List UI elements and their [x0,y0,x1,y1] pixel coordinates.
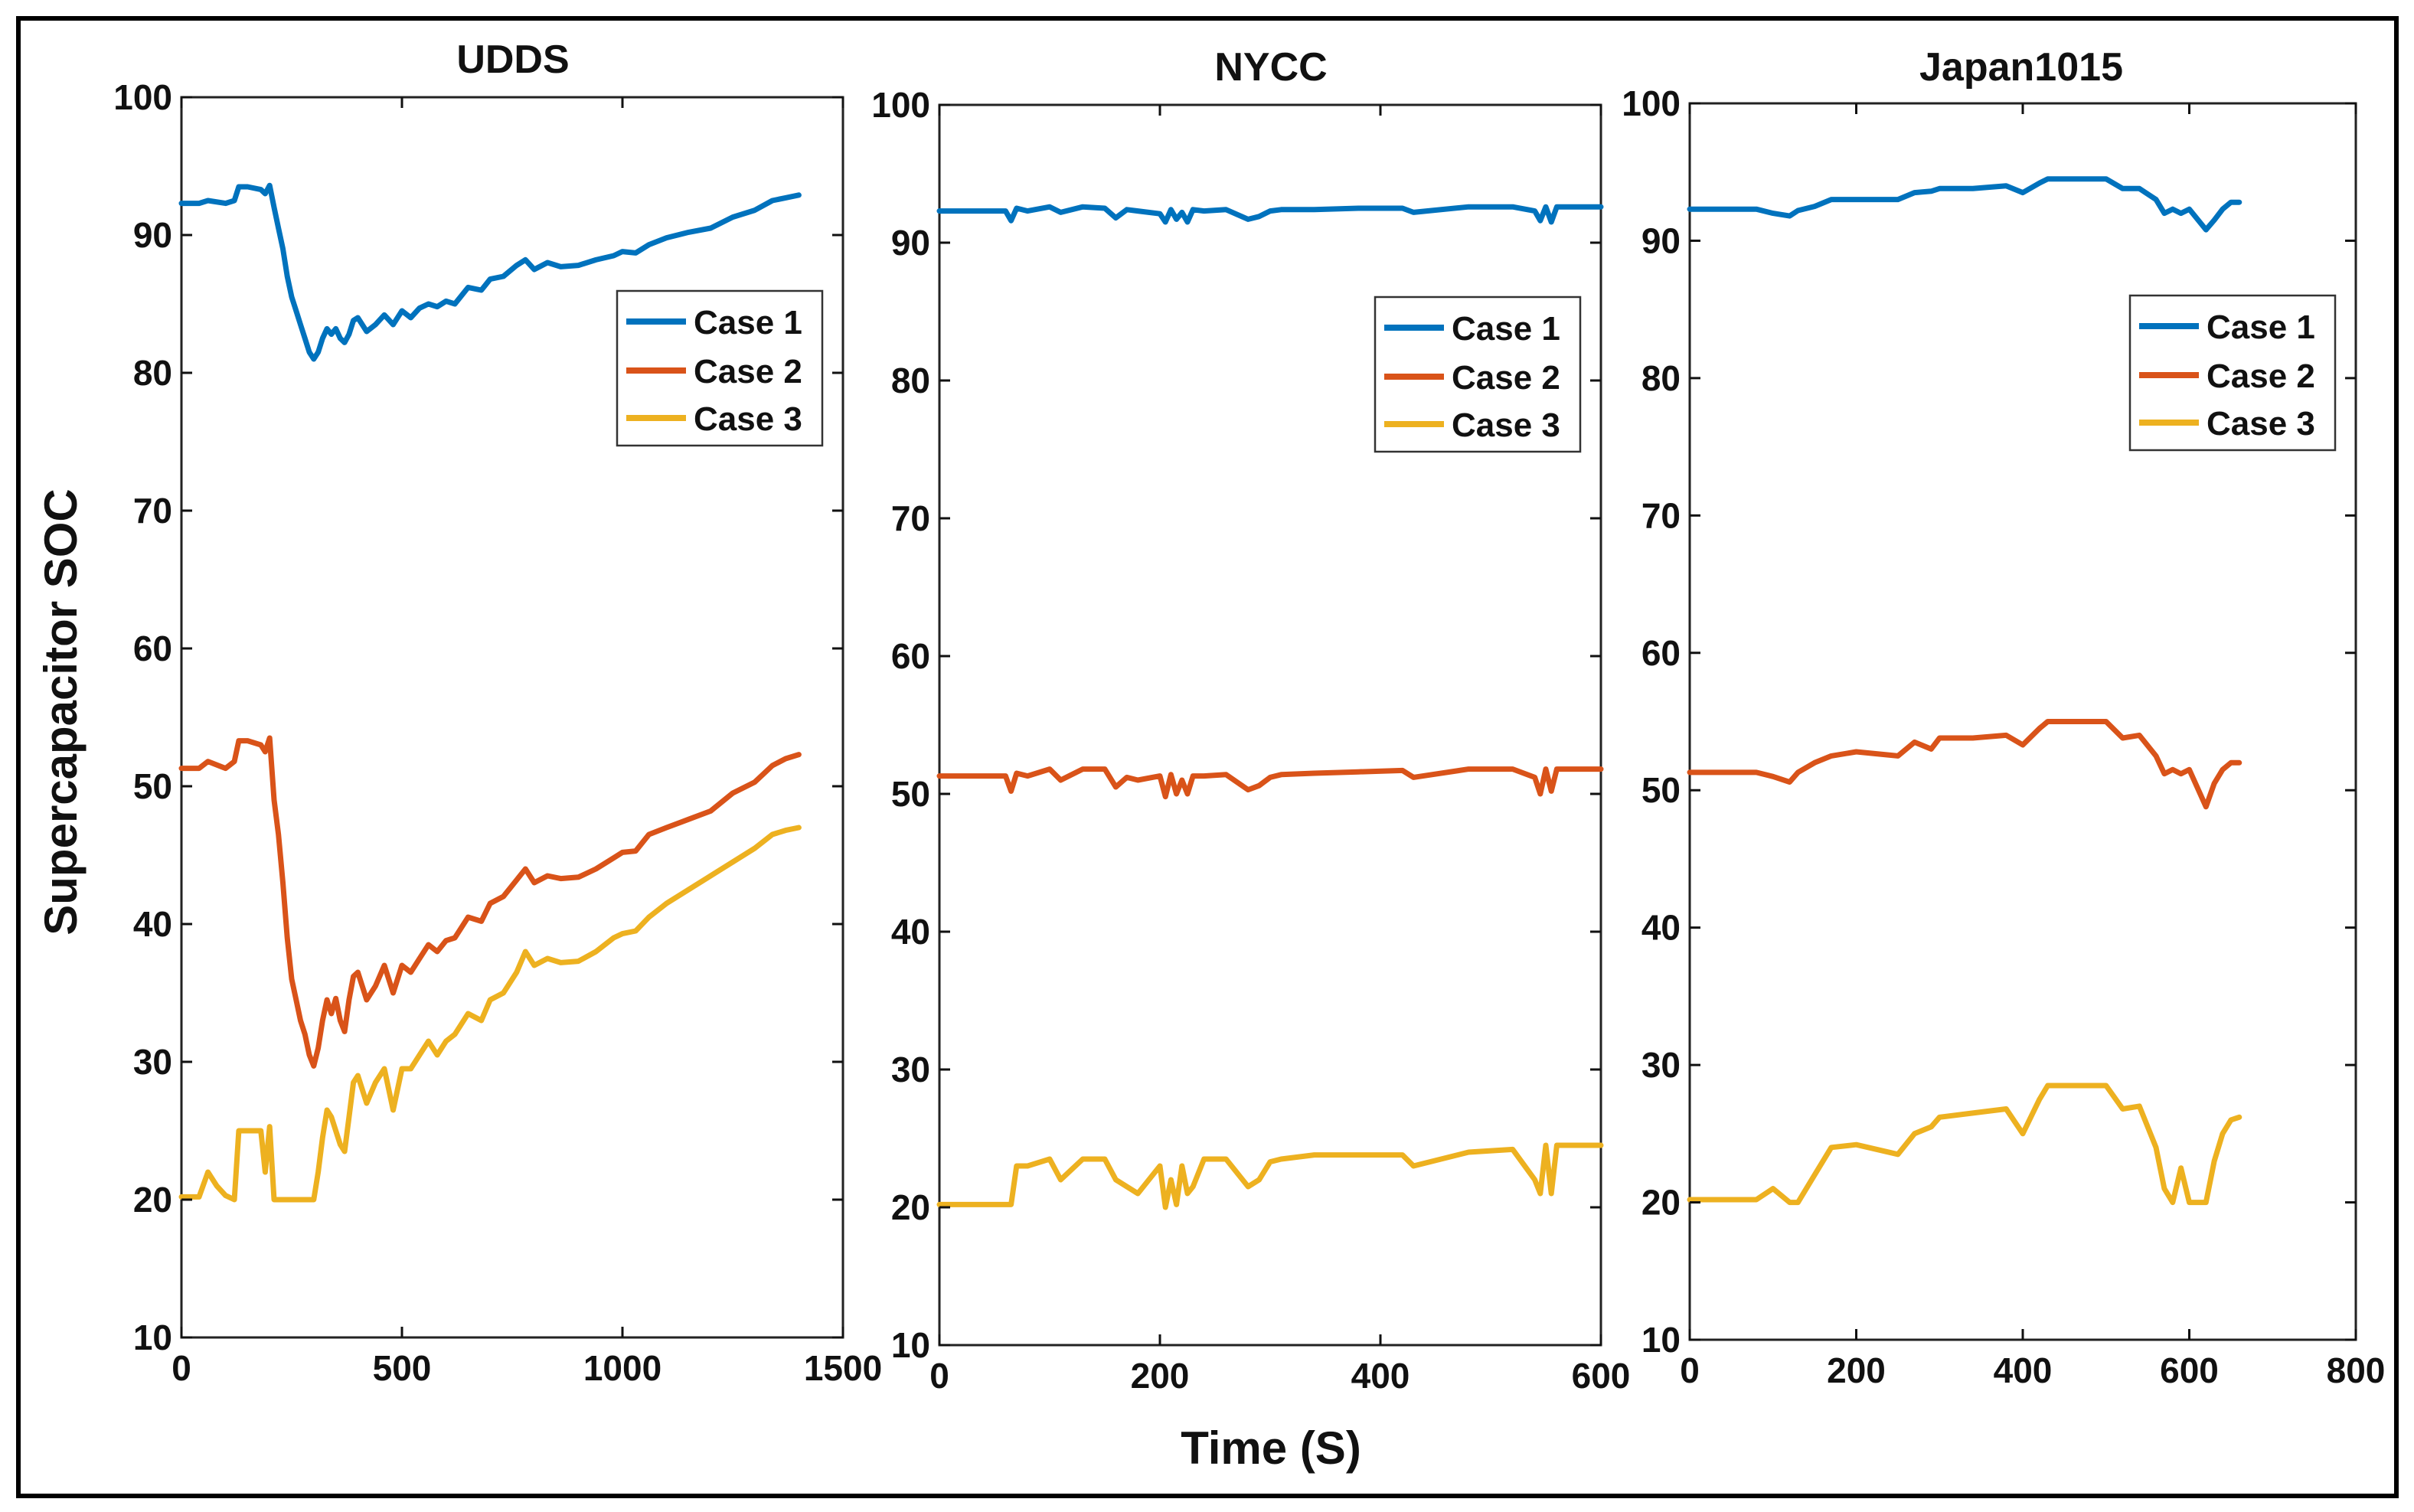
japan1015-legend-label-case3: Case 3 [2207,405,2315,442]
japan1015-title: Japan1015 [1919,45,2123,90]
nycc-ytick-label: 90 [891,223,930,263]
nycc-ytick-label: 50 [891,774,930,814]
japan1015-ytick-label: 30 [1641,1045,1681,1085]
udds-plot-area [180,96,844,1339]
udds-series-case3-line [178,825,802,1203]
japan1015-ytick-label: 80 [1641,358,1681,398]
udds-xtick-label: 1500 [804,1348,882,1388]
udds-ytick-label: 30 [133,1042,172,1082]
nycc-xtick-label: 400 [1351,1356,1410,1396]
japan1015-ytick-label: 20 [1641,1183,1681,1223]
japan1015-ytick-label: 50 [1641,770,1681,810]
nycc-series-case2-line [936,766,1604,800]
japan1015-legend-label-case2: Case 2 [2207,358,2315,395]
figure-ylabel: Supercapacitor SOC [35,488,87,936]
udds-legend-label-case1: Case 1 [694,304,802,341]
udds-ytick-label: 70 [133,491,172,531]
udds-xtick-label: 0 [171,1348,191,1388]
nycc-legend-label-case2: Case 2 [1452,359,1560,397]
nycc-ytick-label: 80 [891,361,930,400]
figure-xlabel: Time (S) [1181,1422,1361,1474]
udds-ytick-label: 90 [133,215,172,255]
nycc-ytick-label: 20 [891,1187,930,1227]
japan1015-plot-area [1688,102,2357,1341]
nycc-panel: NYCC 10 20 30 40 50 60 70 80 90 100 0 200 400 600 Cas… [871,45,1630,1396]
nycc-legend: Case 1 Case 2 Case 3 [1374,296,1582,453]
udds-ytick-label: 40 [133,904,172,944]
nycc-legend-label-case1: Case 1 [1452,310,1560,348]
udds-ytick-label: 100 [113,77,172,117]
japan1015-xtick-label: 0 [1680,1350,1700,1390]
nycc-ytick-label: 10 [891,1325,930,1365]
udds-xtick-label: 1000 [583,1348,661,1388]
nycc-ytick-label: 30 [891,1050,930,1089]
japan1015-xtick-label: 200 [1827,1350,1886,1390]
nycc-series-case1-line [936,204,1604,225]
udds-xtick-label: 500 [373,1348,432,1388]
japan1015-ytick-label: 40 [1641,908,1681,948]
nycc-xtick-label: 0 [929,1356,949,1396]
nycc-title: NYCC [1214,45,1327,90]
nycc-series-case3-line [936,1142,1604,1210]
japan1015-xtick-label: 600 [2160,1350,2219,1390]
udds-legend-label-case2: Case 2 [694,353,802,390]
japan1015-ytick-label: 60 [1641,633,1681,673]
japan1015-series-case3-line [1687,1083,2243,1206]
japan1015-legend-label-case1: Case 1 [2207,309,2315,346]
udds-ytick-label: 60 [133,629,172,668]
udds-legend: Case 1 Case 2 Case 3 [616,289,824,447]
japan1015-xtick-label: 800 [2327,1350,2386,1390]
japan1015-ytick-label: 90 [1641,220,1681,260]
nycc-ytick-label: 40 [891,912,930,952]
udds-legend-label-case3: Case 3 [694,400,802,438]
udds-ytick-label: 10 [133,1318,172,1357]
japan1015-series-case2-line [1687,719,2243,810]
nycc-xtick-label: 200 [1131,1356,1190,1396]
udds-series-case2-line [178,735,802,1069]
japan1015-ytick-label: 100 [1622,83,1681,123]
udds-ytick-label: 20 [133,1180,172,1220]
nycc-legend-label-case3: Case 3 [1452,407,1560,444]
japan1015-legend: Case 1 Case 2 Case 3 [2128,294,2337,452]
japan1015-series-case1-line [1687,176,2243,233]
udds-title: UDDS [456,38,569,82]
nycc-ytick-label: 60 [891,636,930,676]
japan1015-ytick-label: 70 [1641,495,1681,535]
japan1015-xtick-label: 400 [1994,1350,2053,1390]
nycc-xtick-label: 600 [1572,1356,1631,1396]
udds-ytick-label: 80 [133,353,172,393]
nycc-ytick-label: 100 [871,85,930,125]
nycc-ytick-label: 70 [891,498,930,538]
udds-ytick-label: 50 [133,766,172,806]
japan1015-panel: Japan1015 10 20 30 40 50 60 70 80 90 100 0 200 400 60… [1622,45,2385,1390]
udds-series-case1-line [178,182,802,362]
japan1015-ytick-label: 10 [1641,1320,1681,1360]
